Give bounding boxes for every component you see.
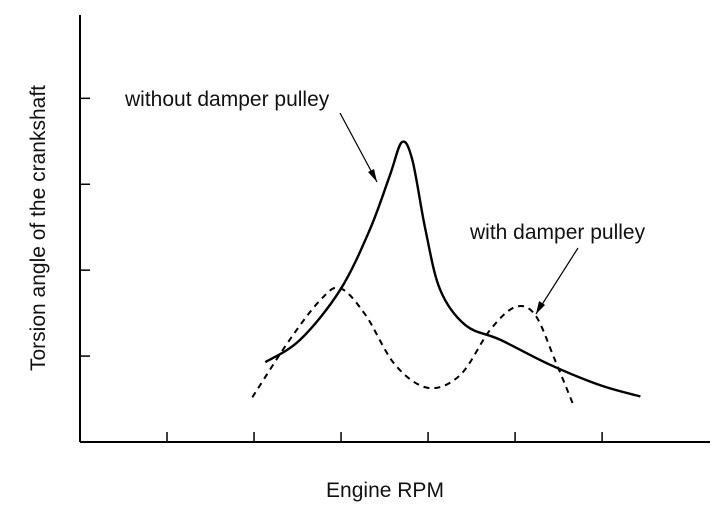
line-series — [251, 286, 575, 406]
x-axis-label: Engine RPM — [326, 479, 444, 502]
arrow-head — [368, 169, 377, 182]
y-axis-label: Torsion angle of the crankshaft — [27, 85, 50, 371]
arrow-head — [536, 301, 545, 314]
line-series — [264, 140, 641, 398]
annotation: with damper pulley — [469, 221, 646, 244]
annotation-arrow — [339, 112, 378, 183]
annotation: without damper pulley — [124, 88, 330, 111]
annotation-arrow — [535, 247, 579, 315]
